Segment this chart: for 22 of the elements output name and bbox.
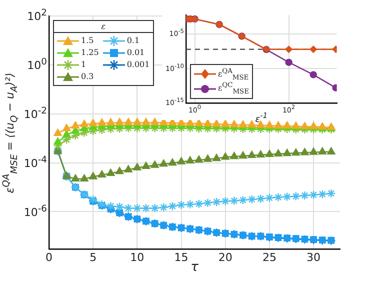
legend-label: 1.25 — [81, 48, 99, 58]
x-tick-label: 25 — [262, 251, 276, 266]
x-tick-label: 30 — [306, 251, 321, 266]
x-tick-label: 5 — [90, 251, 97, 266]
legend-label: 0.001 — [126, 60, 150, 70]
legend-label: 0.3 — [81, 72, 94, 82]
x-tick-label: 15 — [174, 251, 188, 266]
y-tick-label: 10$^{0}$ — [27, 56, 47, 74]
y-tick-label: 10$^{-6}$ — [24, 203, 47, 220]
x-tick-label: 20 — [218, 251, 232, 266]
x-tick-label: 0 — [46, 251, 52, 266]
x-axis-title: ε$^{-1}$ — [255, 111, 268, 126]
legend-label: 0.1 — [126, 36, 140, 46]
x-tick-label: 10 — [130, 251, 144, 266]
y-tick-label: 10$^{-2}$ — [24, 105, 47, 122]
legend-title: ε — [53, 20, 154, 32]
y-tick-label: 10$^{-4}$ — [24, 154, 47, 172]
y-tick-label: 10$^{2}$ — [27, 8, 47, 24]
legend-label: 1.5 — [81, 36, 94, 46]
x-axis-title: τ — [190, 260, 198, 276]
legend-label: 1 — [81, 60, 86, 70]
legend-label: 0.01 — [126, 48, 145, 58]
